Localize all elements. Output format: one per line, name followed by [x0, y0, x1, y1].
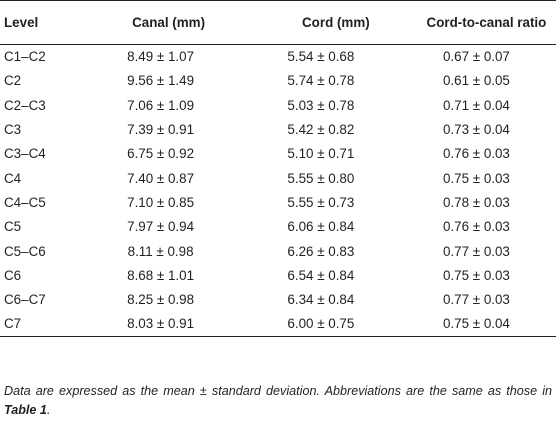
- header-canal: Canal (mm): [76, 0, 245, 45]
- cell-level: C7: [0, 311, 77, 337]
- footnote-end: .: [46, 403, 51, 417]
- header-level: Level: [0, 0, 77, 45]
- cell-cord: 5.10 ± 0.71: [287, 146, 355, 162]
- cell-cord: 6.06 ± 0.84: [287, 219, 355, 235]
- cell-canal: 8.25 ± 0.98: [127, 292, 195, 308]
- cell-canal: 8.03 ± 0.91: [76, 311, 245, 337]
- cell-canal: 7.40 ± 0.87: [127, 170, 195, 186]
- table-row: C4–C5 7.10 ± 0.85 5.55 ± 0.73 0.78 ± 0.03: [0, 190, 556, 214]
- cell-cord: 6.34 ± 0.84: [287, 292, 355, 308]
- cell-canal: 7.10 ± 0.85: [127, 194, 195, 210]
- table-row: C6–C7 8.25 ± 0.98 6.34 ± 0.84 0.77 ± 0.03: [0, 287, 556, 311]
- cell-canal: 8.49 ± 1.07: [127, 49, 195, 65]
- cell-ratio: 0.61 ± 0.05: [442, 73, 510, 89]
- cell-level: C2: [4, 73, 22, 89]
- table-row: C3–C4 6.75 ± 0.92 5.10 ± 0.71 0.76 ± 0.03: [0, 142, 556, 166]
- cell-cord: 5.74 ± 0.78: [287, 73, 355, 89]
- cell-level: C5: [4, 219, 22, 235]
- cell-level: C3–C4: [4, 146, 46, 162]
- cell-ratio: 0.75 ± 0.03: [442, 267, 510, 283]
- table-row: C5–C6 8.11 ± 0.98 6.26 ± 0.83 0.77 ± 0.03: [0, 239, 556, 263]
- cell-canal: 8.11 ± 0.98: [127, 243, 194, 259]
- cell-ratio: 0.75 ± 0.03: [442, 170, 510, 186]
- cell-ratio: 0.73 ± 0.04: [442, 122, 510, 138]
- table-row: C2 9.56 ± 1.49 5.74 ± 0.78 0.61 ± 0.05: [0, 69, 556, 93]
- cell-cord: 5.42 ± 0.82: [287, 122, 355, 138]
- data-table: Level Canal (mm) Cord (mm) Cord-to-canal…: [0, 0, 556, 337]
- cell-cord: 5.03 ± 0.78: [287, 97, 355, 113]
- cell-level: C6–C7: [4, 292, 46, 308]
- header-ratio: Cord-to-canal ratio: [396, 0, 556, 45]
- cell-ratio: 0.71 ± 0.04: [442, 97, 510, 113]
- cell-canal: 7.06 ± 1.09: [127, 97, 195, 113]
- cell-cord: 6.54 ± 0.84: [287, 267, 355, 283]
- cell-ratio: 0.77 ± 0.03: [442, 243, 510, 259]
- cell-ratio: 0.76 ± 0.03: [442, 219, 510, 235]
- cell-cord: 6.00 ± 0.75: [244, 311, 397, 337]
- table-row: C2–C3 7.06 ± 1.09 5.03 ± 0.78 0.71 ± 0.04: [0, 93, 556, 117]
- cell-cord: 5.55 ± 0.73: [287, 194, 355, 210]
- cell-level: C4: [4, 170, 22, 186]
- table-row: C1–C2 8.49 ± 1.07 5.54 ± 0.68 0.67 ± 0.07: [0, 45, 556, 69]
- cell-level: C5–C6: [4, 243, 46, 259]
- cell-cord: 5.55 ± 0.80: [287, 170, 355, 186]
- table-body: C1–C2 8.49 ± 1.07 5.54 ± 0.68 0.67 ± 0.07 C2…: [0, 45, 556, 337]
- cell-level: C4–C5: [4, 194, 46, 210]
- table-row: C6 8.68 ± 1.01 6.54 ± 0.84 0.75 ± 0.03: [0, 263, 556, 287]
- cell-ratio: 0.67 ± 0.07: [442, 49, 510, 65]
- cell-level: C3: [4, 122, 22, 138]
- header-cord: Cord (mm): [244, 0, 397, 45]
- header-row: Level Canal (mm) Cord (mm) Cord-to-canal…: [0, 0, 556, 45]
- table-row: C7 8.03 ± 0.91 6.00 ± 0.75 0.75 ± 0.04: [0, 311, 556, 337]
- cell-ratio: 0.76 ± 0.03: [442, 146, 510, 162]
- cell-level: C1–C2: [4, 49, 46, 65]
- cell-ratio: 0.77 ± 0.03: [442, 292, 510, 308]
- cell-canal: 8.68 ± 1.01: [127, 267, 195, 283]
- table-row: C3 7.39 ± 0.91 5.42 ± 0.82 0.73 ± 0.04: [0, 117, 556, 141]
- cell-canal: 6.75 ± 0.92: [127, 146, 195, 162]
- cell-canal: 7.97 ± 0.94: [127, 219, 195, 235]
- cell-ratio: 0.78 ± 0.03: [442, 194, 510, 210]
- footnote-table-ref: Table 1: [4, 403, 47, 417]
- table-row: C5 7.97 ± 0.94 6.06 ± 0.84 0.76 ± 0.03: [0, 215, 556, 239]
- cell-level: C2–C3: [4, 97, 46, 113]
- cell-level: C6: [4, 267, 22, 283]
- cell-canal: 7.39 ± 0.91: [127, 122, 195, 138]
- cell-cord: 6.26 ± 0.83: [287, 243, 355, 259]
- footnote-text: Data are expressed as the mean ± standar…: [4, 384, 552, 398]
- table-footnote: Data are expressed as the mean ± standar…: [4, 382, 552, 420]
- cell-ratio: 0.75 ± 0.04: [396, 311, 556, 337]
- cell-cord: 5.54 ± 0.68: [287, 49, 355, 65]
- cell-canal: 9.56 ± 1.49: [127, 73, 195, 89]
- table-row: C4 7.40 ± 0.87 5.55 ± 0.80 0.75 ± 0.03: [0, 166, 556, 190]
